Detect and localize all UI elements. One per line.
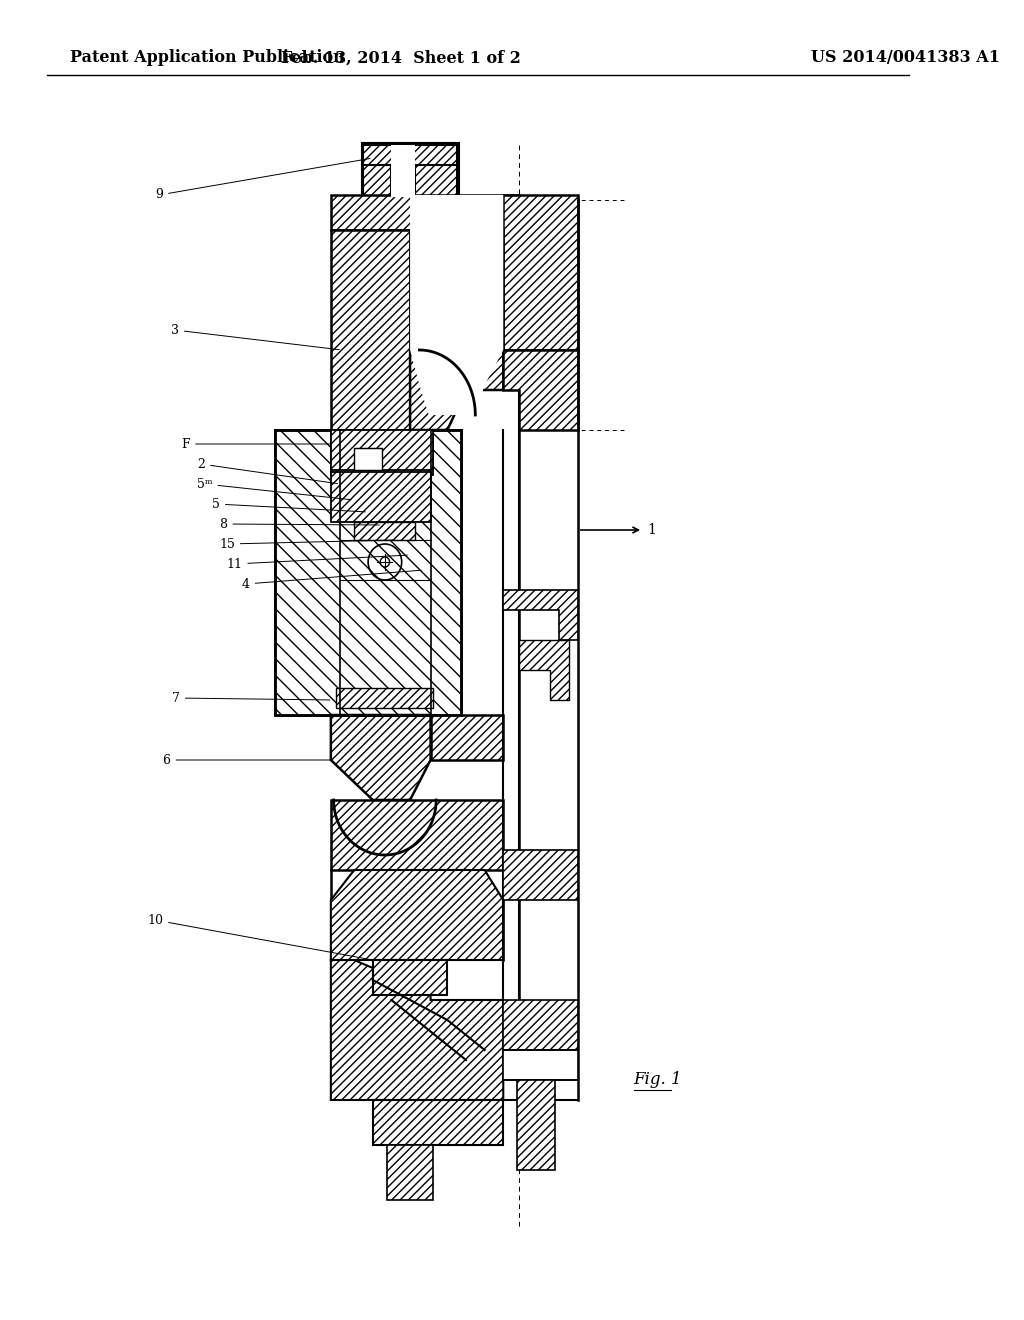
Bar xyxy=(331,430,433,470)
Polygon shape xyxy=(331,715,430,800)
Text: 15: 15 xyxy=(219,537,393,550)
Polygon shape xyxy=(331,230,410,430)
Polygon shape xyxy=(503,195,578,350)
Polygon shape xyxy=(331,715,503,760)
Text: Patent Application Publication: Patent Application Publication xyxy=(70,49,345,66)
Polygon shape xyxy=(331,800,503,870)
Bar xyxy=(503,1001,578,1049)
Text: 10: 10 xyxy=(147,913,370,960)
Polygon shape xyxy=(503,850,578,900)
Polygon shape xyxy=(364,145,391,201)
Bar xyxy=(361,143,459,201)
Polygon shape xyxy=(331,430,433,475)
Bar xyxy=(373,1100,503,1144)
Text: 8: 8 xyxy=(219,517,379,531)
Bar xyxy=(517,1080,555,1170)
Text: Feb. 13, 2014  Sheet 1 of 2: Feb. 13, 2014 Sheet 1 of 2 xyxy=(281,49,520,66)
Polygon shape xyxy=(519,201,578,430)
Text: US 2014/0041383 A1: US 2014/0041383 A1 xyxy=(811,49,999,66)
Text: F: F xyxy=(181,437,330,450)
Text: 7: 7 xyxy=(172,692,330,705)
Text: 9: 9 xyxy=(156,158,370,202)
Bar xyxy=(354,521,415,540)
Text: 1: 1 xyxy=(648,523,656,537)
Circle shape xyxy=(380,557,389,568)
Polygon shape xyxy=(331,195,519,230)
Polygon shape xyxy=(503,350,578,430)
Polygon shape xyxy=(410,195,503,414)
Text: 5ᵐ: 5ᵐ xyxy=(197,478,351,500)
Bar xyxy=(331,473,430,521)
Bar xyxy=(373,960,447,995)
Text: 5: 5 xyxy=(212,498,366,512)
Bar xyxy=(274,430,462,715)
Polygon shape xyxy=(410,230,503,350)
Text: 11: 11 xyxy=(226,556,408,570)
Text: Fig. 1: Fig. 1 xyxy=(634,1072,682,1089)
Text: 2: 2 xyxy=(198,458,338,483)
Bar xyxy=(336,688,433,708)
Polygon shape xyxy=(503,590,578,640)
Polygon shape xyxy=(415,145,457,201)
Polygon shape xyxy=(364,145,457,165)
Bar xyxy=(387,1144,433,1200)
Polygon shape xyxy=(274,430,462,715)
Polygon shape xyxy=(519,640,568,700)
Bar xyxy=(391,145,415,197)
Polygon shape xyxy=(331,870,503,960)
Text: 4: 4 xyxy=(242,570,421,590)
Text: 6: 6 xyxy=(163,754,330,767)
Text: 3: 3 xyxy=(171,323,339,350)
Bar xyxy=(503,1049,578,1080)
Polygon shape xyxy=(331,960,503,1100)
Bar xyxy=(354,447,382,470)
Polygon shape xyxy=(410,350,503,430)
